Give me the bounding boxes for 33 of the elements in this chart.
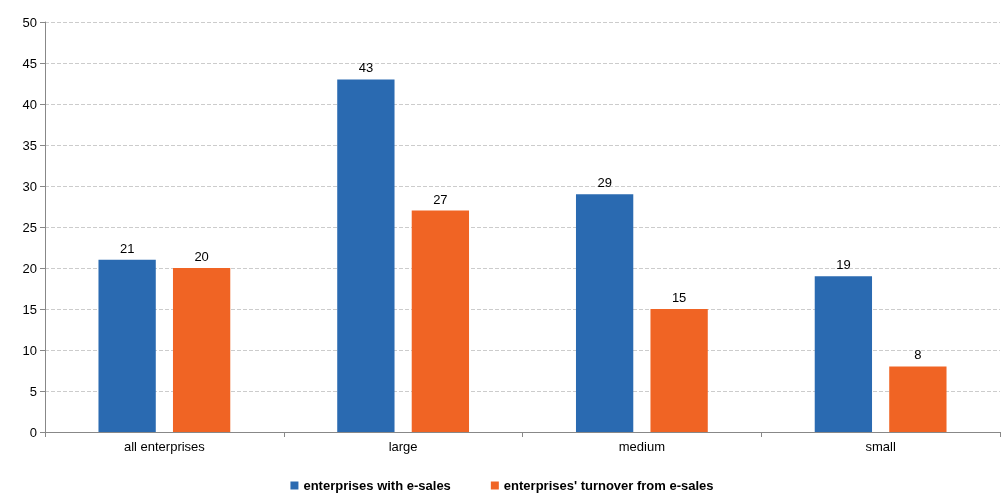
y-tick-label: 30 xyxy=(22,178,37,194)
y-tick-label: 10 xyxy=(22,342,37,358)
y-tick-label: 50 xyxy=(22,14,37,30)
bar xyxy=(575,194,634,432)
data-label: 21 xyxy=(119,240,135,256)
data-label: 8 xyxy=(914,347,922,363)
bar xyxy=(98,259,156,432)
bar xyxy=(814,276,873,432)
y-tick-label: 5 xyxy=(29,383,37,399)
y-tick-label: 0 xyxy=(29,424,37,440)
y-tick-label: 40 xyxy=(22,96,37,112)
y-tick-label: 35 xyxy=(22,137,37,153)
bar xyxy=(411,210,470,432)
bar xyxy=(172,268,231,432)
data-label: 15 xyxy=(671,290,687,305)
bar xyxy=(337,79,395,432)
x-tick-label: all enterprises xyxy=(123,439,206,454)
data-label: 29 xyxy=(597,175,612,191)
data-label: 19 xyxy=(836,257,851,273)
y-tick-label: 45 xyxy=(22,55,37,71)
x-tick-label: medium xyxy=(618,439,665,454)
data-label: 27 xyxy=(433,191,448,207)
legend-label: enterprises with e-sales xyxy=(303,478,451,493)
x-tick-label: large xyxy=(388,439,418,454)
data-label: 20 xyxy=(194,249,209,264)
x-tick-label: small xyxy=(865,439,896,454)
bar xyxy=(650,309,708,432)
data-label: 43 xyxy=(358,60,374,76)
y-tick-label: 20 xyxy=(22,260,37,276)
y-tick-label: 25 xyxy=(22,219,37,235)
bar xyxy=(889,366,947,432)
legend-label: enterprises' turnover from e-sales xyxy=(503,478,714,493)
y-tick-label: 15 xyxy=(22,301,37,317)
